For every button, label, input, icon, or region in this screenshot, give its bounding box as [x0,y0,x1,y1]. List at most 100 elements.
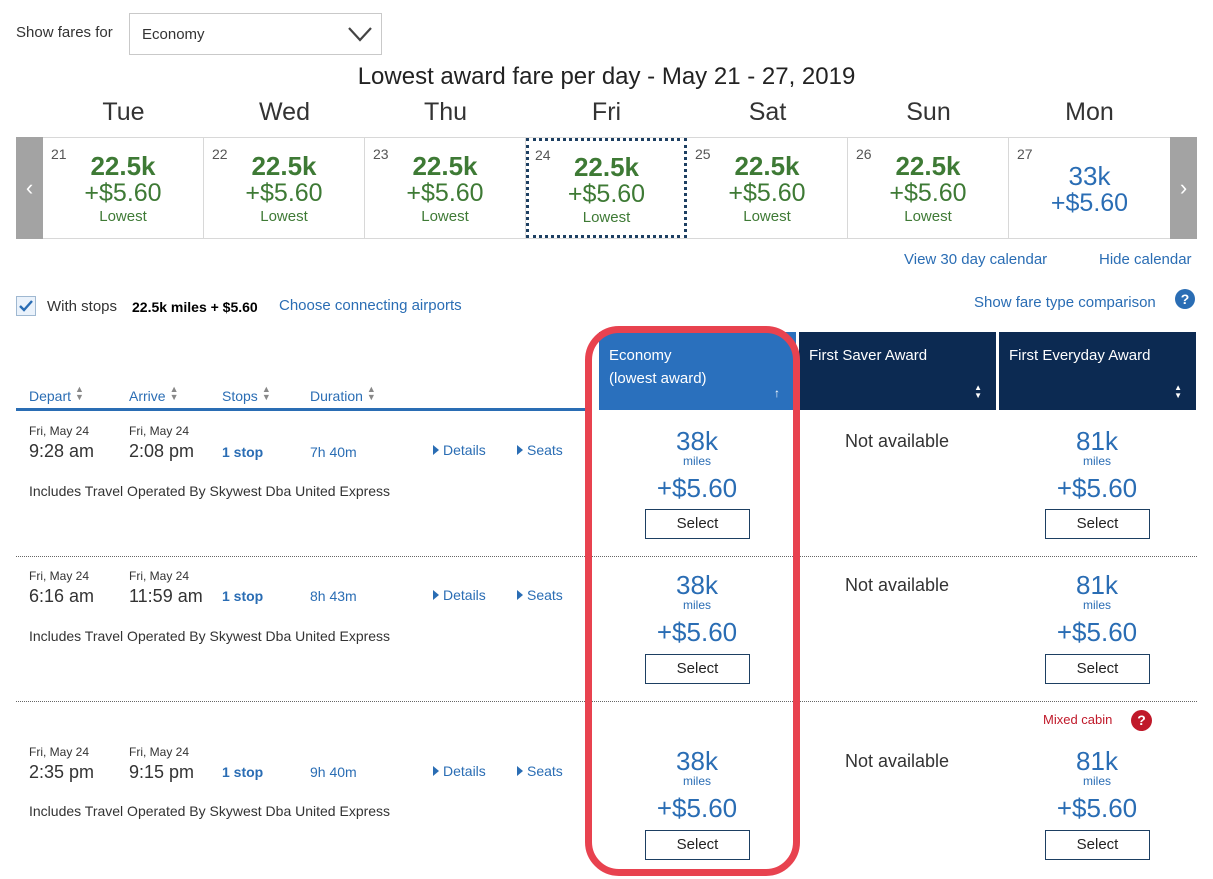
stops-link[interactable]: 1 stop [222,588,264,604]
sort-icon: ▲ ▼ [261,384,271,402]
calendar-day-27[interactable]: 27 33k +$5.60 [1009,138,1170,238]
stops-link[interactable]: 1 stop [222,444,264,460]
day-note: Lowest [743,208,791,225]
first-everyday-miles: 81k [1076,426,1118,456]
day-number: 25 [695,146,711,162]
duration: 9h 40m [310,764,357,780]
checkmark-icon [19,300,33,312]
triangle-right-icon [517,590,523,600]
day-number: 24 [535,147,551,163]
economy-fare: 38k miles +$5.60 [597,427,797,502]
calendar-next-button[interactable]: › [1170,137,1197,239]
day-name-sat: Sat [748,98,787,126]
day-note: Lowest [582,209,631,226]
mixed-cabin-label: Mixed cabin [1043,712,1113,727]
choose-connecting-airports-link[interactable]: Choose connecting airports [279,297,462,314]
triangle-right-icon [433,766,439,776]
economy-fare: 38k miles +$5.60 [597,747,797,822]
row-divider [16,556,1197,557]
economy-select-button[interactable]: Select [645,654,750,684]
economy-miles-unit: miles [682,454,711,468]
first-everyday-select-button[interactable]: Select [1045,830,1150,860]
stops-link[interactable]: 1 stop [222,764,264,780]
first-everyday-tax: +$5.60 [1056,473,1138,503]
cabin-select[interactable]: Economy [129,13,382,55]
economy-tax: +$5.60 [656,617,738,647]
economy-select-button[interactable]: Select [645,830,750,860]
economy-miles-unit: miles [682,774,711,788]
day-tax: +$5.60 [728,179,806,207]
calendar-day-25[interactable]: 25 22.5k +$5.60 Lowest [687,138,848,238]
view-30-day-calendar-link[interactable]: View 30 day calendar [904,251,1048,268]
day-name-wed: Wed [259,98,310,126]
economy-column-highlight [585,326,800,876]
duration: 7h 40m [310,444,357,460]
day-tax: +$5.60 [84,179,162,207]
calendar-day-22[interactable]: 22 22.5k +$5.60 Lowest [204,138,365,238]
first-everyday-miles-unit: miles [1082,454,1111,468]
arrive-date: Fri, May 24 [129,424,190,438]
sort-arrive[interactable]: Arrive ▲ ▼ [129,384,179,405]
depart-time: 2:35 pm [29,762,95,782]
operated-by: Includes Travel Operated By Skywest Dba … [29,628,391,644]
calendar-day-24-selected[interactable]: 24 22.5k +$5.60 Lowest [526,138,687,238]
seats-link[interactable]: Seats [517,442,563,458]
depart-time: 6:16 am [29,586,95,606]
triangle-right-icon [433,590,439,600]
sort-duration[interactable]: Duration ▲ ▼ [310,384,376,405]
economy-tax: +$5.60 [656,793,738,823]
with-stops-label: With stops [47,298,118,315]
triangle-right-icon [433,445,439,455]
economy-column-header[interactable]: Economy (lowest award) ↑ [599,332,796,410]
chevron-left-icon: ‹ [25,175,34,200]
sort-depart[interactable]: Depart ▲ ▼ [29,384,84,405]
economy-select-button[interactable]: Select [645,509,750,539]
first-saver-column-header[interactable]: First Saver Award ▲ ▼ [799,332,996,410]
calendar-day-21[interactable]: 21 22.5k +$5.60 Lowest [43,138,204,238]
day-tax: +$5.60 [406,179,484,207]
sort-icon: ▲ ▼ [366,384,376,402]
depart-date: Fri, May 24 [29,745,90,759]
seats-link[interactable]: Seats [517,763,563,779]
with-stops-price: 22.5k miles + $5.60 [132,299,258,315]
first-everyday-column-header[interactable]: First Everyday Award ▲ ▼ [999,332,1196,410]
duration: 8h 43m [310,588,357,604]
arrive-time: 11:59 am [129,586,203,606]
day-miles: 22.5k [90,151,156,181]
with-stops-checkbox[interactable] [16,296,36,316]
details-link[interactable]: Details [433,763,486,779]
show-fare-type-comparison-link[interactable]: Show fare type comparison [974,294,1156,311]
sort-stops[interactable]: Stops ▲ ▼ [222,384,271,405]
day-note: Lowest [421,208,469,225]
seats-label: Seats [527,442,563,458]
day-miles: 22.5k [573,152,640,182]
calendar-day-26[interactable]: 26 22.5k +$5.60 Lowest [848,138,1009,238]
hide-calendar-link[interactable]: Hide calendar [1099,251,1192,268]
first-everyday-select-button[interactable]: Select [1045,654,1150,684]
first-everyday-fare: 81k miles +$5.60 [997,747,1197,822]
arrive-time: 9:15 pm [129,762,195,782]
depart-header: Depart [29,388,72,404]
mixed-cabin-help-icon[interactable]: ? [1131,710,1152,731]
sort-icon: ▲ ▼ [169,384,179,402]
day-miles: 22.5k [895,151,961,181]
details-link[interactable]: Details [433,442,486,458]
first-everyday-miles-unit: miles [1082,774,1111,788]
seats-link[interactable]: Seats [517,587,563,603]
seats-label: Seats [527,763,563,779]
help-icon[interactable]: ? [1175,289,1195,309]
first-everyday-tax: +$5.60 [1056,793,1138,823]
day-number: 22 [212,146,228,162]
day-number: 26 [856,146,872,162]
economy-miles: 38k [676,570,718,600]
sort-icon: ▲ ▼ [974,383,982,400]
day-note: Lowest [904,208,952,225]
calendar-prev-button[interactable]: ‹ [16,137,43,239]
day-number: 27 [1017,146,1033,162]
calendar-day-23[interactable]: 23 22.5k +$5.60 Lowest [365,138,526,238]
first-everyday-select-button[interactable]: Select [1045,509,1150,539]
first-saver-not-available: Not available [844,431,950,451]
details-link[interactable]: Details [433,587,486,603]
cabin-select-value: Economy [142,26,205,43]
sort-icon: ▲ ▼ [75,384,84,402]
